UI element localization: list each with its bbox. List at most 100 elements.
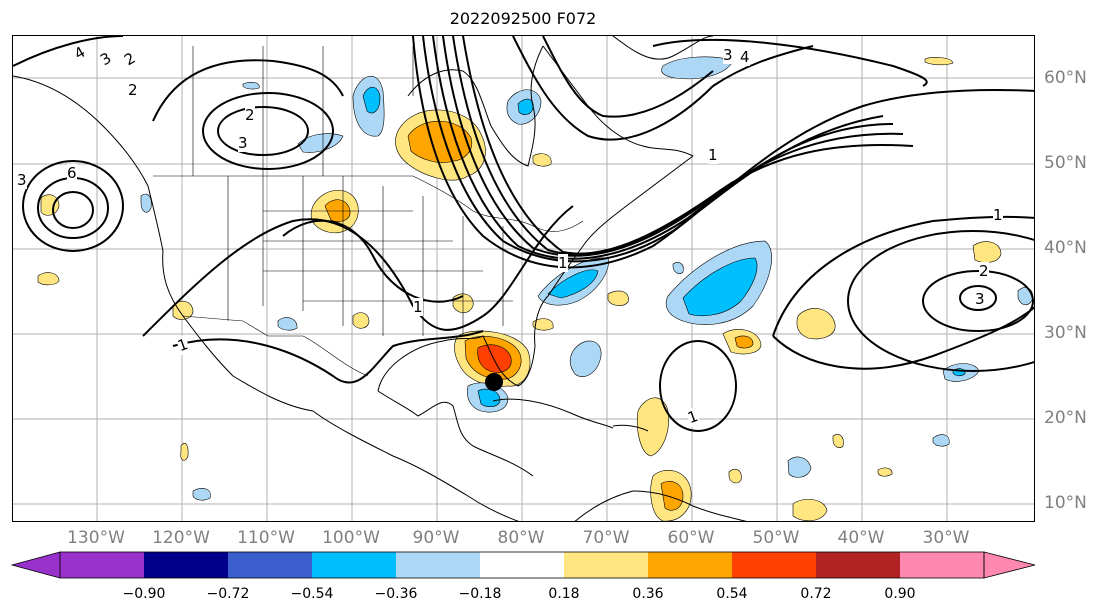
lon-label: 90°W bbox=[412, 528, 460, 548]
colorbar-tick-label: −0.90 bbox=[122, 586, 166, 602]
negative-anomaly-gulf-core bbox=[477, 388, 501, 407]
colorbar-tick-label: −0.18 bbox=[458, 586, 502, 602]
political-borders bbox=[153, 46, 584, 377]
contour-trough-1 bbox=[412, 36, 1034, 269]
negative-anomaly-bahamas bbox=[569, 340, 602, 377]
colorbar bbox=[10, 551, 1036, 579]
negative-anomaly-labrador bbox=[661, 56, 734, 80]
colorbar-extend-high bbox=[983, 551, 1036, 579]
contour-label: 4 bbox=[740, 48, 750, 66]
positive-anomaly-atlantic-2-core bbox=[734, 335, 754, 349]
negative-anomaly-small-4 bbox=[1017, 287, 1034, 306]
contour-label: 6 bbox=[67, 164, 77, 182]
coast-alaska-canada-west bbox=[13, 75, 314, 412]
coast-greenland bbox=[612, 36, 714, 60]
contour-low-pacific-3 bbox=[52, 191, 94, 229]
positive-anomaly-small-d bbox=[924, 57, 954, 66]
positive-anomaly-caribbean bbox=[636, 397, 669, 457]
colorbar-tick-label: 0.36 bbox=[632, 586, 664, 602]
contour-label: 2 bbox=[245, 106, 255, 124]
positive-anomaly-midatlantic bbox=[607, 290, 629, 306]
negative-anomaly-pacific-nw bbox=[297, 133, 344, 153]
lat-label: 10°N bbox=[1044, 493, 1087, 513]
lon-label: 120°W bbox=[152, 528, 210, 548]
colorbar-segment bbox=[732, 552, 816, 578]
contour-label: 2 bbox=[979, 262, 989, 280]
lon-label: 50°W bbox=[752, 528, 800, 548]
lon-label: 70°W bbox=[582, 528, 630, 548]
canada-provinces bbox=[192, 46, 414, 176]
positive-anomaly-baja bbox=[172, 300, 194, 320]
contour-low-pacific-1 bbox=[22, 160, 124, 252]
colorbar-outline bbox=[59, 551, 985, 579]
lon-label: 80°W bbox=[497, 528, 545, 548]
negative-anomaly-atlantic-large-core bbox=[682, 257, 758, 317]
negative-anomaly-small-6 bbox=[672, 262, 684, 274]
colorbar-tick-label: 0.54 bbox=[716, 586, 748, 602]
contour-subtropical-1 bbox=[142, 205, 574, 337]
positive-anomaly-small-c bbox=[532, 153, 552, 167]
negative-anomaly-offshore-core bbox=[547, 269, 599, 299]
map-title: 2022092500 F072 bbox=[449, 9, 597, 28]
colorbar-segment bbox=[564, 552, 648, 578]
contour-low-atlantic-1 bbox=[847, 230, 1034, 372]
lat-label: 60°N bbox=[1044, 68, 1087, 88]
positive-anomaly-atlantic-3 bbox=[972, 241, 1002, 263]
storm-center-marker bbox=[485, 373, 503, 391]
contour-caribbean bbox=[659, 340, 737, 432]
colorbar-tick-label: −0.54 bbox=[290, 586, 334, 602]
contour-label: 1 bbox=[558, 254, 568, 272]
contour-trough-4 bbox=[442, 36, 904, 257]
contour-label: 3 bbox=[975, 290, 985, 308]
contour-trough-6 bbox=[462, 36, 734, 255]
contour-west-1 bbox=[13, 36, 124, 67]
coastlines bbox=[13, 36, 747, 521]
contour-east-1 bbox=[652, 38, 928, 87]
positive-anomaly-texas bbox=[352, 312, 370, 329]
contour-label: 3 bbox=[238, 134, 248, 152]
shaded-anomalies bbox=[37, 56, 1034, 521]
contour-ridge-canada-2 bbox=[542, 36, 714, 118]
coast-south-america bbox=[574, 490, 747, 521]
contour-1-atlantic bbox=[772, 215, 1034, 337]
contour-label: 3 bbox=[723, 46, 733, 64]
negative-anomaly-small-3 bbox=[932, 434, 950, 447]
contour-low-atlantic-2 bbox=[922, 270, 1034, 332]
positive-anomaly-pacific-2 bbox=[37, 272, 60, 286]
contour-label: 2 bbox=[128, 81, 138, 99]
colorbar-segment bbox=[144, 552, 228, 578]
colorbar-tick-label: −0.36 bbox=[374, 586, 418, 602]
positive-anomaly-small-f bbox=[728, 468, 742, 484]
coast-gulf-of-mexico bbox=[377, 155, 694, 392]
contour-low-atlantic-3 bbox=[959, 285, 997, 311]
map-canvas bbox=[13, 36, 1034, 521]
negative-anomaly-small-1 bbox=[277, 317, 298, 331]
lon-label: 130°W bbox=[67, 528, 125, 548]
colorbar-segment bbox=[648, 552, 732, 578]
contour-label: 1 bbox=[708, 146, 718, 164]
coast-mexico-west bbox=[312, 410, 520, 521]
contour-label: 1 bbox=[993, 206, 1003, 224]
colorbar-tick-label: −0.72 bbox=[206, 586, 250, 602]
state-lines bbox=[227, 176, 513, 336]
positive-anomaly-small-h bbox=[877, 467, 893, 477]
height-contours bbox=[13, 36, 1034, 432]
coast-hudson-bay bbox=[407, 45, 544, 167]
negative-anomaly-small-7 bbox=[140, 193, 152, 213]
negative-anomaly-small-2 bbox=[192, 488, 211, 501]
border-us-canada bbox=[153, 175, 584, 232]
colorbar-tick-label: 0.18 bbox=[548, 586, 580, 602]
lat-label: 20°N bbox=[1044, 408, 1087, 428]
contour-1-gulf bbox=[172, 330, 484, 384]
contour-ridge-canada bbox=[512, 36, 814, 141]
contour-low-bc-1 bbox=[202, 92, 334, 170]
border-us-mexico bbox=[182, 315, 369, 377]
negative-anomaly-caribbean-south bbox=[787, 456, 812, 478]
contour-label: 3 bbox=[17, 171, 27, 189]
colorbar-segment bbox=[228, 552, 312, 578]
colorbar-segment bbox=[816, 552, 900, 578]
lon-label: 40°W bbox=[837, 528, 885, 548]
positive-anomaly-pacific-1 bbox=[40, 194, 60, 216]
positive-anomaly-atlantic-1 bbox=[796, 308, 836, 340]
colorbar-segment bbox=[60, 552, 144, 578]
